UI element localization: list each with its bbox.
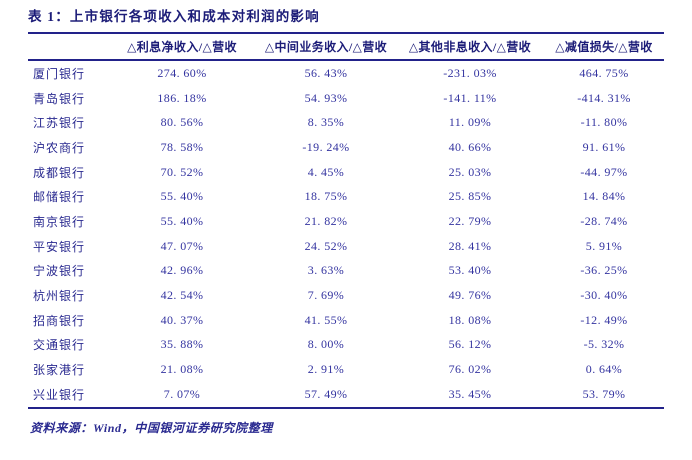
- value-cell: 24. 52%: [304, 238, 348, 253]
- value-cell: -19. 24%: [302, 139, 350, 154]
- table-header-row: △利息净收入/△营收 △中间业务收入/△营收 △其他非息收入/△营收 △减值损失…: [28, 33, 664, 60]
- value-cell: 18. 75%: [304, 189, 348, 204]
- table-row: 招商银行 40. 37% 41. 55% 18. 08% -12. 49%: [28, 308, 664, 333]
- value-cell: 21. 08%: [160, 362, 204, 377]
- value-cell: -12. 49%: [580, 312, 628, 327]
- bank-name-cell: 南京银行: [33, 214, 86, 229]
- table-row: 江苏银行 80. 56% 8. 35% 11. 09% -11. 80%: [28, 110, 664, 135]
- value-cell: 40. 37%: [160, 312, 204, 327]
- value-cell: -231. 03%: [443, 65, 497, 80]
- value-cell: -5. 32%: [583, 337, 625, 352]
- value-cell: 7. 07%: [163, 386, 201, 401]
- value-cell: 49. 76%: [448, 288, 492, 303]
- value-cell: 28. 41%: [448, 238, 492, 253]
- bank-name-cell: 招商银行: [33, 313, 86, 328]
- header-impairment-loss: △减值损失/△营收: [555, 40, 653, 54]
- value-cell: 11. 09%: [448, 115, 492, 130]
- source-note: 资料来源：Wind，中国银河证券研究院整理: [30, 420, 273, 435]
- value-cell: 3. 63%: [307, 263, 345, 278]
- table-row: 邮储银行 55. 40% 18. 75% 25. 85% 14. 84%: [28, 184, 664, 209]
- header-intermediary-income: △中间业务收入/△营收: [264, 40, 388, 54]
- value-cell: 55. 40%: [160, 189, 204, 204]
- value-cell: 40. 66%: [448, 139, 492, 154]
- value-cell: -28. 74%: [580, 213, 628, 228]
- value-cell: 21. 82%: [304, 213, 348, 228]
- value-cell: 25. 85%: [448, 189, 492, 204]
- header-other-noninterest-income: △其他非息收入/△营收: [408, 40, 532, 54]
- value-cell: 0. 64%: [585, 362, 623, 377]
- value-cell: 2. 91%: [307, 362, 345, 377]
- value-cell: -414. 31%: [577, 90, 631, 105]
- value-cell: 41. 55%: [304, 312, 348, 327]
- table-row: 沪农商行 78. 58% -19. 24% 40. 66% 91. 61%: [28, 135, 664, 160]
- value-cell: 8. 35%: [307, 115, 345, 130]
- table-row: 平安银行 47. 07% 24. 52% 28. 41% 5. 91%: [28, 234, 664, 259]
- value-cell: 35. 45%: [448, 386, 492, 401]
- bank-name-cell: 平安银行: [33, 239, 86, 254]
- table-row: 交通银行 35. 88% 8. 00% 56. 12% -5. 32%: [28, 333, 664, 358]
- value-cell: 18. 08%: [448, 312, 492, 327]
- page-root: 表 1：上市银行各项收入和成本对利润的影响 △利息净收入/△营收 △中间业务收入…: [0, 8, 692, 460]
- table-row: 杭州银行 42. 54% 7. 69% 49. 76% -30. 40%: [28, 283, 664, 308]
- value-cell: 54. 93%: [304, 90, 348, 105]
- table-row: 张家港行 21. 08% 2. 91% 76. 02% 0. 64%: [28, 357, 664, 382]
- value-cell: 80. 56%: [160, 115, 204, 130]
- bank-name-cell: 邮储银行: [33, 190, 86, 205]
- bank-name-cell: 兴业银行: [33, 387, 86, 402]
- bank-name-cell: 沪农商行: [33, 140, 86, 155]
- value-cell: 56. 12%: [448, 337, 492, 352]
- value-cell: 4. 45%: [307, 164, 345, 179]
- value-cell: 186. 18%: [157, 90, 207, 105]
- value-cell: 47. 07%: [160, 238, 204, 253]
- bank-name-cell: 江苏银行: [33, 116, 86, 131]
- value-cell: 55. 40%: [160, 213, 204, 228]
- table-row: 南京银行 55. 40% 21. 82% 22. 79% -28. 74%: [28, 209, 664, 234]
- bank-name-cell: 宁波银行: [33, 264, 86, 279]
- table-row: 宁波银行 42. 96% 3. 63% 53. 40% -36. 25%: [28, 259, 664, 284]
- value-cell: -11. 80%: [580, 115, 628, 130]
- value-cell: 91. 61%: [582, 139, 626, 154]
- value-cell: 5. 91%: [585, 238, 623, 253]
- table-title: 表 1：上市银行各项收入和成本对利润的影响: [28, 9, 320, 24]
- header-bank-blank: [28, 33, 108, 60]
- value-cell: -44. 97%: [580, 164, 628, 179]
- bank-name-cell: 张家港行: [33, 363, 86, 378]
- value-cell: 25. 03%: [448, 164, 492, 179]
- value-cell: 464. 75%: [579, 65, 629, 80]
- value-cell: -30. 40%: [580, 288, 628, 303]
- value-cell: 35. 88%: [160, 337, 204, 352]
- bank-name-cell: 成都银行: [33, 165, 86, 180]
- table-row: 厦门银行 274. 60% 56. 43% -231. 03% 464. 75%: [28, 60, 664, 86]
- value-cell: 76. 02%: [448, 362, 492, 377]
- influence-table: △利息净收入/△营收 △中间业务收入/△营收 △其他非息收入/△营收 △减值损失…: [28, 32, 664, 409]
- value-cell: 7. 69%: [307, 288, 345, 303]
- bank-name-cell: 杭州银行: [33, 289, 86, 304]
- table-body: 厦门银行 274. 60% 56. 43% -231. 03% 464. 75% 青岛银行…: [28, 60, 664, 408]
- value-cell: 22. 79%: [448, 213, 492, 228]
- value-cell: 53. 79%: [582, 386, 626, 401]
- value-cell: -36. 25%: [580, 263, 628, 278]
- bank-name-cell: 厦门银行: [33, 66, 86, 81]
- value-cell: 14. 84%: [582, 189, 626, 204]
- header-net-interest-income: △利息净收入/△营收: [127, 40, 237, 54]
- value-cell: -141. 11%: [443, 90, 497, 105]
- bank-name-cell: 青岛银行: [33, 91, 86, 106]
- table-row: 成都银行 70. 52% 4. 45% 25. 03% -44. 97%: [28, 160, 664, 185]
- bank-name-cell: 交通银行: [33, 338, 86, 353]
- value-cell: 274. 60%: [157, 65, 207, 80]
- table-row: 兴业银行 7. 07% 57. 49% 35. 45% 53. 79%: [28, 382, 664, 408]
- value-cell: 78. 58%: [160, 139, 204, 154]
- value-cell: 42. 54%: [160, 288, 204, 303]
- value-cell: 57. 49%: [304, 386, 348, 401]
- value-cell: 56. 43%: [304, 65, 348, 80]
- table-row: 青岛银行 186. 18% 54. 93% -141. 11% -414. 31%: [28, 86, 664, 111]
- value-cell: 42. 96%: [160, 263, 204, 278]
- value-cell: 70. 52%: [160, 164, 204, 179]
- value-cell: 53. 40%: [448, 263, 492, 278]
- value-cell: 8. 00%: [307, 337, 345, 352]
